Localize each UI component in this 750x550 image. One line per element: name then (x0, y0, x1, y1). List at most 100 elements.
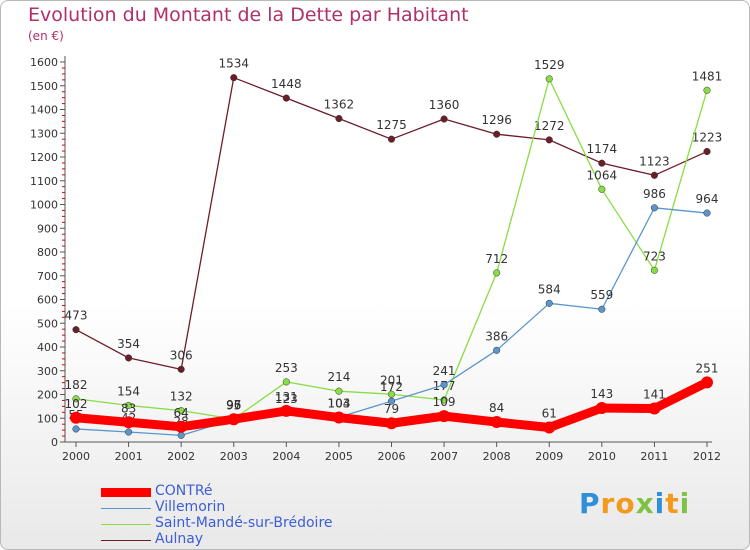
y-tick-label: 1600 (30, 56, 58, 69)
x-tick-label: 2006 (378, 450, 406, 463)
data-label-contre: 64 (174, 406, 189, 420)
y-tick-label: 700 (37, 270, 58, 283)
data-label-contre: 143 (590, 387, 613, 401)
data-point-villemorin (125, 428, 133, 436)
data-label-saint-mande-sur-bredoire: 712 (485, 252, 508, 266)
x-tick-label: 2001 (115, 450, 143, 463)
data-point-contre (227, 413, 240, 426)
data-point-contre (648, 402, 661, 415)
data-label-contre: 61 (542, 407, 557, 421)
data-point-villemorin (703, 209, 711, 217)
data-point-saint-mande-sur-bredoire (335, 387, 343, 395)
data-label-aulnay: 1360 (429, 98, 460, 112)
data-label-saint-mande-sur-bredoire: 253 (275, 361, 298, 375)
logo-letter: x (635, 487, 655, 520)
data-label-aulnay: 306 (170, 348, 193, 362)
data-label-saint-mande-sur-bredoire: 201 (380, 373, 403, 387)
data-point-contre (701, 376, 713, 389)
data-point-contre (438, 410, 451, 423)
x-tick-label: 2010 (588, 450, 616, 463)
data-label-aulnay: 1272 (534, 119, 565, 133)
legend-swatch-aulnay (101, 540, 151, 541)
data-point-saint-mande-sur-bredoire (387, 390, 396, 398)
data-point-contre (543, 421, 556, 434)
data-label-aulnay: 1362 (324, 98, 355, 112)
data-label-aulnay: 473 (65, 309, 88, 323)
data-label-villemorin: 95 (226, 398, 241, 412)
data-label-contre: 103 (327, 397, 350, 411)
data-point-villemorin (493, 346, 501, 354)
data-label-villemorin: 123 (275, 392, 298, 406)
data-point-aulnay (177, 365, 185, 373)
data-label-saint-mande-sur-bredoire: 723 (643, 249, 666, 263)
legend-label-saint-mande: Saint-Mandé-sur-Brédoire (155, 515, 333, 531)
x-tick-label: 2003 (220, 450, 248, 463)
data-point-contre (70, 411, 82, 424)
data-label-saint-mande-sur-bredoire: 214 (327, 370, 350, 384)
data-label-aulnay: 1534 (218, 57, 249, 71)
data-label-aulnay: 1275 (376, 118, 407, 132)
data-label-contre: 79 (384, 402, 399, 416)
y-tick-label: 900 (37, 222, 58, 235)
y-tick-label: 300 (37, 365, 58, 378)
data-point-aulnay (598, 159, 606, 167)
data-label-villemorin: 964 (696, 192, 719, 206)
data-point-villemorin (72, 425, 80, 433)
y-tick-label: 1000 (30, 199, 58, 212)
y-tick-label: 400 (37, 341, 58, 354)
data-point-villemorin (387, 397, 396, 405)
data-label-contre: 109 (433, 395, 456, 409)
y-tick-label: 1300 (30, 127, 58, 140)
data-point-contre (385, 417, 398, 430)
data-point-saint-mande-sur-bredoire (650, 266, 658, 274)
logo-letter: i (679, 487, 691, 520)
x-tick-label: 2008 (483, 450, 511, 463)
data-point-saint-mande-sur-bredoire (703, 86, 711, 94)
data-label-aulnay: 1223 (692, 131, 723, 145)
data-point-aulnay (335, 114, 343, 123)
data-label-saint-mande-sur-bredoire: 132 (170, 390, 193, 404)
data-point-saint-mande-sur-bredoire (598, 185, 606, 193)
x-tick-label: 2005 (325, 450, 353, 463)
legend-swatch-saint-mande (101, 524, 151, 525)
data-point-aulnay (230, 74, 238, 82)
x-tick-label: 2004 (272, 450, 300, 463)
legend-label-villemorin: Villemorin (155, 499, 226, 515)
data-point-aulnay (650, 171, 658, 179)
logo-letter: r (600, 487, 616, 520)
data-label-contre: 83 (121, 401, 136, 415)
legend-swatch-contre (101, 488, 151, 497)
data-point-villemorin (650, 204, 658, 212)
data-point-saint-mande-sur-bredoire (545, 75, 553, 83)
chart-unit: (en €) (28, 29, 64, 43)
y-tick-label: 1500 (30, 80, 58, 93)
data-point-saint-mande-sur-bredoire (177, 407, 185, 415)
data-label-aulnay: 1174 (587, 142, 618, 156)
y-tick-label: 500 (37, 317, 58, 330)
data-label-aulnay: 1296 (481, 113, 512, 127)
data-label-saint-mande-sur-bredoire: 97 (226, 398, 241, 412)
data-point-aulnay (703, 147, 711, 156)
data-point-aulnay (72, 326, 80, 334)
data-point-contre (175, 420, 188, 433)
data-label-saint-mande-sur-bredoire: 1529 (534, 58, 565, 72)
data-label-contre: 251 (696, 361, 719, 375)
data-point-villemorin (598, 305, 606, 313)
legend-label-contre: CONTRé (155, 483, 213, 499)
data-label-aulnay: 1123 (639, 154, 670, 168)
data-label-saint-mande-sur-bredoire: 1064 (587, 168, 618, 182)
legend-swatch-villemorin (101, 508, 151, 509)
y-tick-label: 800 (37, 246, 58, 259)
y-tick-label: 200 (37, 389, 58, 402)
data-label-villemorin: 104 (327, 396, 350, 410)
data-point-aulnay (545, 136, 553, 144)
x-tick-label: 2007 (430, 450, 458, 463)
data-point-aulnay (493, 130, 501, 138)
data-point-saint-mande-sur-bredoire (440, 396, 448, 404)
data-label-villemorin: 172 (380, 380, 403, 394)
data-point-saint-mande-sur-bredoire (125, 401, 133, 409)
x-tick-label: 2000 (62, 450, 90, 463)
data-label-saint-mande-sur-bredoire: 154 (117, 384, 140, 398)
y-tick-label: 600 (37, 294, 58, 307)
